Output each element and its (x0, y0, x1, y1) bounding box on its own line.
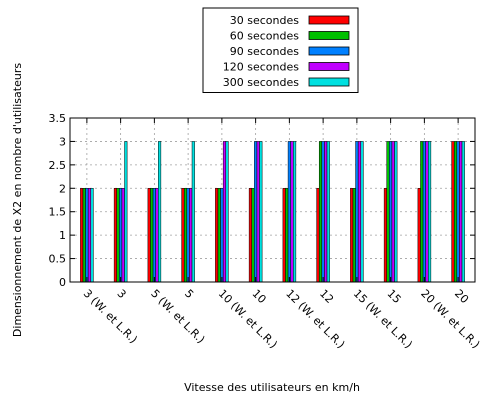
bar-3 (152, 188, 156, 283)
bar-1 (113, 188, 117, 283)
bar-1 (350, 188, 354, 283)
bar-1 (282, 188, 286, 283)
legend-label: 120 secondes (223, 61, 299, 74)
bar-5 (124, 141, 128, 283)
bar-4 (155, 188, 159, 283)
x-tick-label: 20 (W. et L.R.) (418, 287, 482, 351)
bar-4 (459, 141, 463, 283)
bar-3 (389, 141, 393, 283)
x-axis-label: Vitesse des utilisateurs en km/h (184, 381, 360, 394)
y-tick-label: 2 (59, 182, 66, 195)
bar-1 (215, 188, 219, 283)
bar-3 (119, 188, 123, 283)
x-tick-label: 3 (W. et L.R.) (81, 287, 140, 346)
legend-swatch (308, 77, 350, 87)
legend-swatch (308, 15, 350, 25)
y-tick-label: 3.5 (49, 112, 67, 125)
y-axis-label: Dimensionnement de X2 en nombre d'utilis… (11, 63, 24, 337)
bar-3 (220, 188, 224, 283)
bar-2 (352, 188, 356, 283)
bar-2 (251, 188, 255, 283)
bar-3 (254, 141, 258, 283)
bar-4 (290, 141, 294, 283)
bar-2 (82, 188, 86, 283)
bar-5 (259, 141, 263, 283)
bar-2 (150, 188, 154, 283)
bar-1 (383, 188, 387, 283)
grid (70, 118, 475, 282)
legend-label: 30 secondes (230, 14, 299, 27)
bar-3 (85, 188, 89, 283)
bar-4 (324, 141, 328, 283)
bar-2 (217, 188, 221, 283)
bar-1 (181, 188, 185, 283)
bar-4 (425, 141, 429, 283)
bar-3 (186, 188, 190, 283)
legend-label: 60 secondes (230, 30, 299, 43)
bar-2 (183, 188, 188, 283)
bar-3 (422, 141, 426, 283)
bar-4 (189, 188, 193, 283)
bar-3 (321, 141, 325, 283)
legend-label: 90 secondes (230, 45, 299, 58)
bar-5 (90, 188, 94, 283)
bar-3 (355, 141, 359, 283)
bar-2 (285, 188, 289, 283)
bar-1 (80, 188, 84, 283)
bar-5 (191, 141, 195, 283)
bar-5 (428, 141, 432, 283)
x-tick-label: 15 (385, 287, 404, 306)
legend: 30 secondes 60 secondes 90 secondes 120 sec… (202, 7, 359, 93)
bar-5 (326, 141, 330, 283)
legend-swatch (308, 31, 350, 40)
bar-5 (394, 141, 398, 283)
plot-frame (69, 117, 476, 283)
bar-5 (225, 141, 229, 283)
x-tick-label: 10 (250, 287, 269, 306)
x-tick-label: 15 (W. et L.R.) (351, 287, 415, 351)
bar-2 (386, 141, 390, 283)
x-tick-label: 12 (317, 287, 336, 306)
bar-4 (391, 141, 395, 283)
bar-4 (87, 188, 92, 283)
y-tick-label: 1.5 (49, 206, 67, 219)
bar-1 (451, 141, 455, 283)
bar-3 (287, 141, 291, 283)
x-tick-label: 5 (182, 287, 196, 301)
bar-5 (360, 141, 364, 283)
bar-3 (456, 141, 460, 283)
bar-4 (121, 188, 125, 283)
legend-swatch (308, 62, 350, 71)
bar-4 (357, 141, 362, 283)
x-tick-label: 5 (W. et L.R.) (148, 287, 207, 346)
bar-5 (461, 141, 465, 283)
y-tick-label: 1 (59, 229, 66, 242)
y-axis-ticks: 0 0.5 1 1.5 2 2.5 3 3.5 (49, 112, 475, 289)
bar-1 (316, 188, 320, 283)
legend-label: 300 secondes (223, 76, 299, 89)
y-tick-label: 0.5 (49, 253, 67, 266)
bar-1 (417, 188, 421, 283)
bars (80, 141, 465, 283)
bar-2 (116, 188, 120, 283)
bar-1 (248, 188, 252, 283)
x-tick-label: 10 (W. et L.R.) (216, 287, 280, 351)
x-tick-label: 20 (452, 287, 471, 306)
y-tick-label: 2.5 (49, 159, 67, 172)
y-tick-label: 0 (59, 276, 66, 289)
x-tick-label: 3 (115, 287, 129, 301)
legend-swatch (308, 46, 350, 56)
bar-4 (256, 141, 260, 283)
y-tick-label: 3 (59, 135, 66, 148)
bar-1 (147, 188, 151, 283)
bar-2 (420, 141, 424, 283)
bar-5 (158, 141, 162, 283)
bar-2 (318, 141, 323, 283)
bar-5 (293, 141, 297, 283)
bar-2 (453, 141, 458, 283)
bar-4 (222, 141, 227, 283)
x-tick-label: 12 (W. et L.R.) (283, 287, 347, 351)
